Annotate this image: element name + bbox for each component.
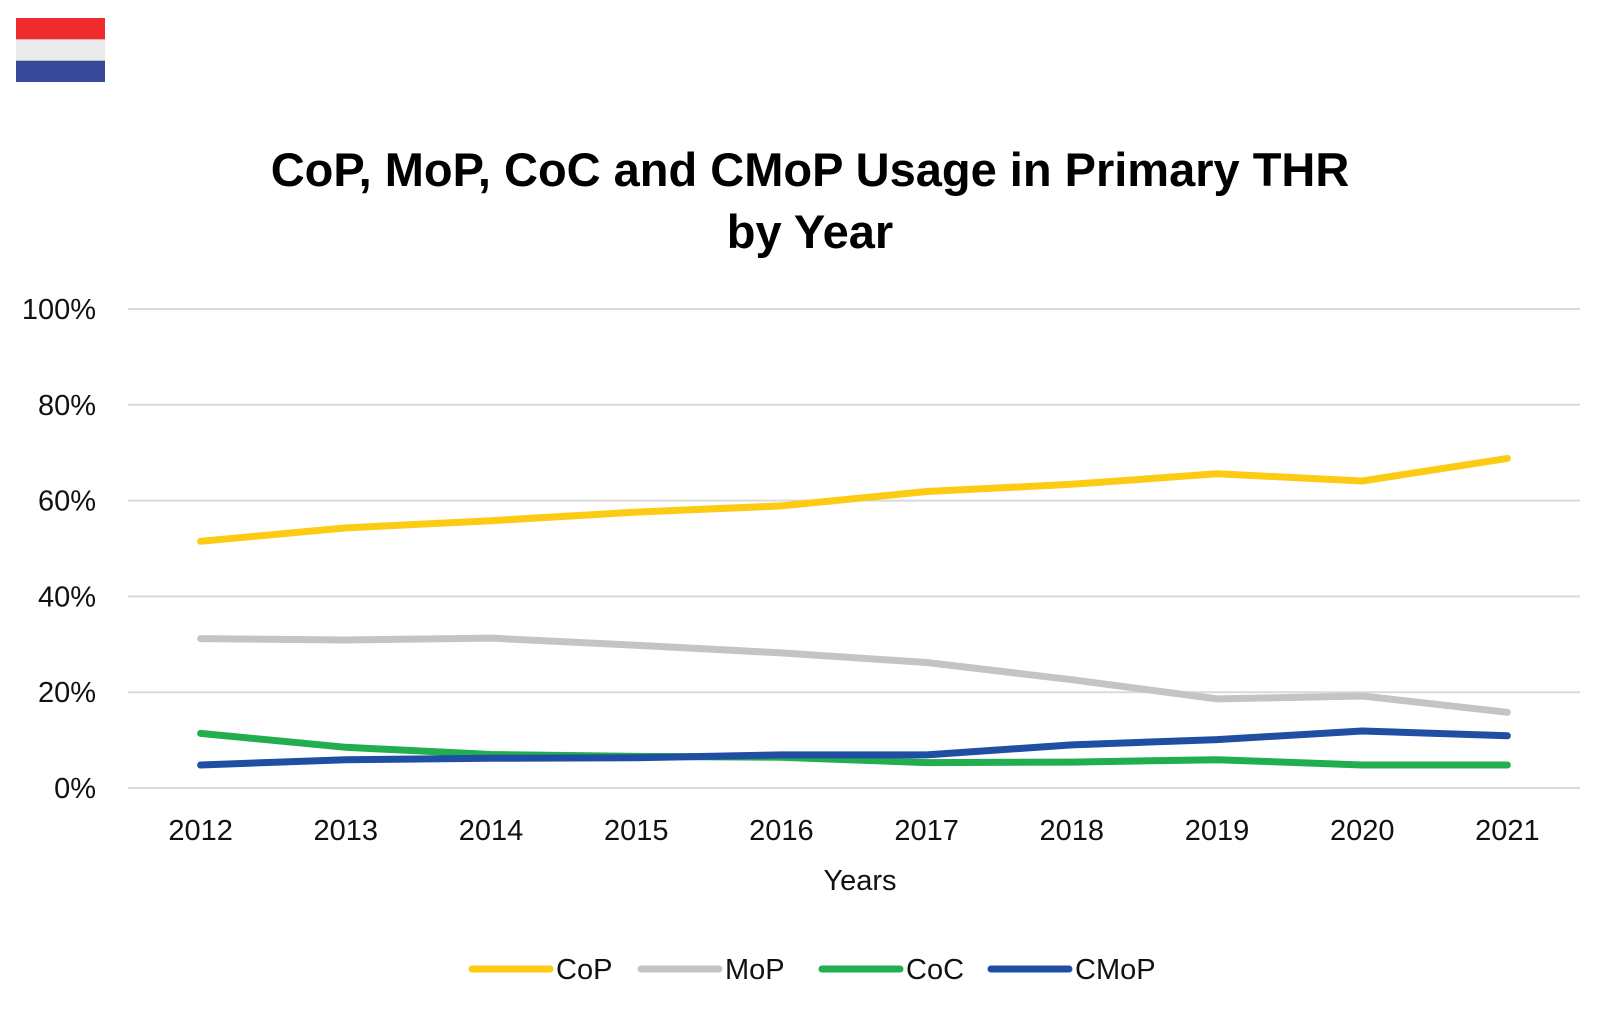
- y-tick-label: 80%: [38, 390, 96, 422]
- y-tick-label: 20%: [38, 677, 96, 709]
- series-line-cop: [197, 454, 1511, 545]
- x-tick-label: 2016: [749, 815, 814, 847]
- chart-title-line-1: CoP, MoP, CoC and CMoP Usage in Primary …: [271, 143, 1350, 196]
- legend-label-mop: MoP: [725, 954, 785, 986]
- flag-stripe-red: [16, 18, 105, 40]
- y-axis-ticks: 0% 20% 40% 60% 80% 100%: [22, 294, 96, 805]
- x-tick-label: 2017: [894, 815, 959, 847]
- x-tick-label: 2012: [168, 815, 233, 847]
- flag-stripe-blue: [16, 60, 105, 82]
- y-tick-label: 0%: [54, 773, 96, 805]
- legend-label-cop: CoP: [556, 954, 612, 986]
- x-tick-label: 2021: [1475, 815, 1540, 847]
- chart-title: CoP, MoP, CoC and CMoP Usage in Primary …: [271, 143, 1350, 258]
- x-tick-label: 2020: [1330, 815, 1395, 847]
- series-line-mop: [197, 634, 1511, 716]
- y-tick-label: 40%: [38, 581, 96, 613]
- legend-label-coc: CoC: [906, 954, 964, 986]
- x-tick-label: 2013: [314, 815, 379, 847]
- series-line-cmop: [197, 727, 1511, 769]
- legend-label-cmop: CMoP: [1075, 954, 1156, 986]
- x-axis-title: Years: [823, 865, 896, 897]
- x-tick-label: 2015: [604, 815, 669, 847]
- flag-stripe-white: [16, 39, 105, 61]
- chart-title-line-2: by Year: [727, 205, 893, 258]
- gridlines: [128, 308, 1580, 789]
- x-tick-label: 2018: [1040, 815, 1105, 847]
- series-line-coc: [197, 729, 1511, 769]
- x-tick-label: 2019: [1185, 815, 1250, 847]
- y-tick-label: 100%: [22, 294, 96, 326]
- x-axis-ticks: 2012 2013 2014 2015 2016 2017 2018 2019 2020 2021: [168, 815, 1539, 847]
- y-tick-label: 60%: [38, 486, 96, 518]
- netherlands-flag-icon: [16, 18, 105, 82]
- legend: CoP MoP CoC CMoP: [468, 954, 1156, 986]
- x-tick-label: 2014: [459, 815, 524, 847]
- series-lines: [197, 454, 1511, 769]
